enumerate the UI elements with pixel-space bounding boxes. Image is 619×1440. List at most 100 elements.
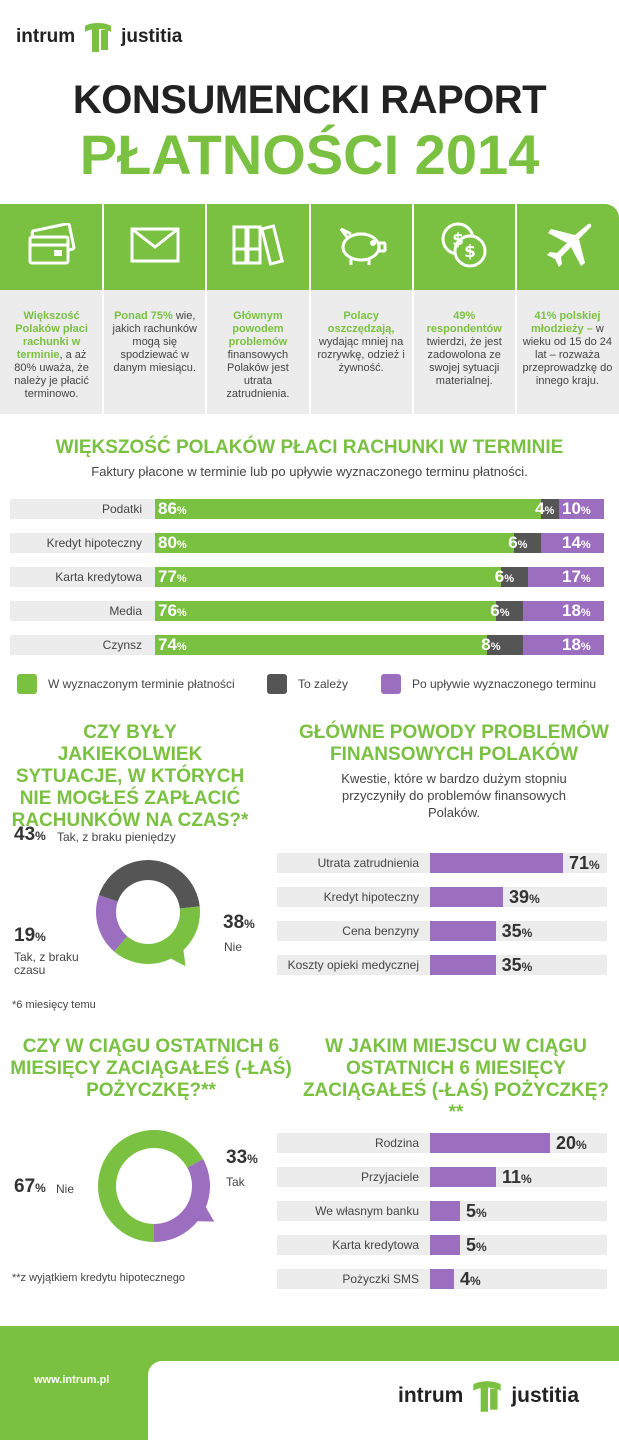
column-divider bbox=[205, 204, 208, 414]
footer-logo-panel bbox=[148, 1361, 619, 1440]
footer-url-link[interactable]: www.intrum.pl bbox=[34, 1374, 110, 1386]
legend-swatch-depends bbox=[267, 674, 287, 694]
column-divider bbox=[102, 204, 105, 414]
slice-label-no-money: Tak, z braku pieniędzy bbox=[57, 830, 176, 844]
fact-detail: finansowych Polaków jest utrata zatrudni… bbox=[226, 349, 290, 400]
fact-detail: wydając mniej na rozrywkę, odzież i żywn… bbox=[317, 336, 405, 374]
fact-highlight: Polacy oszczędzają, bbox=[327, 310, 395, 335]
footer-brand-right: justitia bbox=[511, 1384, 580, 1407]
hbar-bar bbox=[430, 1201, 460, 1221]
fact-text-6: 41% polskiej młodzieży – w wieku od 15 d… bbox=[522, 310, 613, 388]
footnote-6-months: *6 miesięcy temu bbox=[12, 999, 96, 1011]
airplane-icon bbox=[541, 219, 593, 276]
fact-highlight: Głównym powodem problemów bbox=[228, 310, 288, 348]
slice-value-loan-no: 67% bbox=[14, 1176, 46, 1197]
bar-value-label: 18% bbox=[562, 601, 591, 620]
hbar-bar bbox=[430, 1269, 454, 1289]
bar-value-label: 18% bbox=[562, 635, 591, 654]
donut-pointer bbox=[195, 1204, 215, 1222]
hbar-category-label: Koszty opieki medycznej bbox=[287, 958, 419, 972]
envelope-icon bbox=[129, 225, 181, 270]
coins-icon: $ $ bbox=[438, 219, 490, 276]
slice-value-no-money: 43% bbox=[14, 824, 46, 845]
slice-value-no: 38% bbox=[223, 912, 255, 933]
footer-brand-logo[interactable]: intrum justitia bbox=[398, 1378, 579, 1414]
bar-segment bbox=[155, 635, 488, 655]
bar-segment bbox=[155, 533, 515, 553]
hbar-value-label: 71% bbox=[569, 853, 600, 873]
piggy-bank-cell bbox=[310, 204, 413, 290]
fact-detail: twierdzi, że jest zadowolona ze swojej s… bbox=[426, 336, 502, 387]
section-subtitle-payments: Faktury płacone w terminie lub po upływi… bbox=[91, 464, 528, 479]
stacked-row-label: Media bbox=[109, 604, 142, 618]
hbar-bar bbox=[430, 853, 563, 873]
svg-text:$: $ bbox=[464, 242, 476, 262]
credit-card-icon bbox=[26, 221, 78, 272]
bar-segment bbox=[559, 499, 604, 519]
donut-pointer bbox=[168, 947, 186, 967]
report-title: KONSUMENCKI RAPORT bbox=[72, 78, 547, 122]
hbar-category-label: Karta kredytowa bbox=[332, 1238, 419, 1252]
fact-detail: , a aż 80% uważa, że należy je płacić te… bbox=[14, 349, 89, 400]
slice-value-loan-yes: 33% bbox=[226, 1147, 258, 1168]
donut-slice bbox=[96, 895, 128, 952]
bar-segment bbox=[155, 567, 501, 587]
hbar-value-label: 39% bbox=[509, 887, 540, 907]
fact-text-5: 49% respondentów twierdzi, że jest zadow… bbox=[419, 310, 510, 388]
fact-text-2: Ponad 75% wie, jakich rachunków mogą się… bbox=[109, 310, 200, 375]
binders-cell bbox=[206, 204, 309, 290]
coins-cell: $ $ bbox=[413, 204, 516, 290]
bar-segment bbox=[523, 601, 604, 621]
brand-logo[interactable]: intrum justitia bbox=[16, 20, 182, 54]
hbar-bar bbox=[430, 887, 504, 907]
fact-text-3: Głównym powodem problemów finansowych Po… bbox=[212, 310, 303, 401]
hbar-category-label: Pożyczki SMS bbox=[342, 1272, 419, 1286]
footer-brand-left: intrum bbox=[398, 1384, 464, 1407]
section-title-missed-payments: CZY BYŁY JAKIEKOLWIEK SYTUACJE, W KTÓRYC… bbox=[11, 722, 249, 831]
section-title-loan-source: W JAKIM MIEJSCU W CIĄGU OSTATNICH 6 MIES… bbox=[302, 1036, 610, 1123]
hbar-value-label: 5% bbox=[466, 1235, 487, 1255]
hbar-value-label: 4% bbox=[460, 1269, 481, 1289]
bar-segment bbox=[155, 499, 542, 519]
stacked-row-label: Czynsz bbox=[102, 638, 142, 652]
slice-value-no-time: 19% bbox=[14, 925, 46, 946]
bar-value-label: 6% bbox=[494, 567, 514, 586]
fact-highlight: Ponad 75% bbox=[114, 310, 173, 322]
logo-mark-icon bbox=[79, 20, 117, 54]
fact-detail: w wieku od 15 do 24 lat – rozważa przepr… bbox=[522, 323, 613, 387]
bar-value-label: 8% bbox=[481, 635, 501, 654]
column-divider bbox=[308, 204, 311, 414]
bar-value-label: 77% bbox=[158, 567, 187, 586]
bar-segment bbox=[487, 635, 524, 655]
bar-segment bbox=[541, 533, 604, 553]
fact-detail: wie, jakich rachunków mogą się spodziewa… bbox=[112, 310, 197, 374]
donut-chart-missed-payments bbox=[96, 860, 200, 967]
bar-value-label: 6% bbox=[490, 601, 510, 620]
hbar-category-label: Kredyt hipoteczny bbox=[323, 890, 419, 904]
column-divider bbox=[514, 204, 517, 414]
brand-name-right: justitia bbox=[121, 26, 183, 47]
svg-text:$: $ bbox=[452, 230, 464, 250]
slice-label-loan-yes: Tak bbox=[226, 1175, 245, 1189]
section-title-reasons: GŁÓWNE POWODY PROBLEMÓW FINANSOWYCH POLA… bbox=[299, 722, 609, 765]
donut-slice bbox=[154, 1159, 210, 1242]
binders-icon bbox=[230, 223, 286, 272]
bar-segment bbox=[523, 635, 604, 655]
bar-segment bbox=[541, 499, 560, 519]
donut-slice bbox=[98, 1130, 204, 1242]
hbar-value-label: 35% bbox=[501, 921, 533, 941]
fact-text-4: Polacy oszczędzają, wydając mniej na roz… bbox=[316, 310, 407, 375]
column-divider bbox=[411, 204, 414, 414]
airplane-cell bbox=[516, 204, 619, 290]
bar-value-label: 76% bbox=[158, 601, 187, 620]
hbar-category-label: Przyjaciele bbox=[360, 1170, 419, 1184]
hbar-bar bbox=[430, 955, 496, 975]
credit-card-cell bbox=[0, 204, 103, 290]
donut-chart-loan bbox=[98, 1130, 215, 1242]
hbar-value-label: 5% bbox=[466, 1201, 487, 1221]
hbar-category-label: We własnym banku bbox=[315, 1204, 419, 1218]
bar-value-label: 14% bbox=[562, 533, 591, 552]
fact-text-1: Większość Polaków płaci rachunki w termi… bbox=[6, 310, 97, 401]
bar-segment bbox=[527, 567, 604, 587]
hbar-category-label: Cena benzyny bbox=[342, 924, 419, 938]
